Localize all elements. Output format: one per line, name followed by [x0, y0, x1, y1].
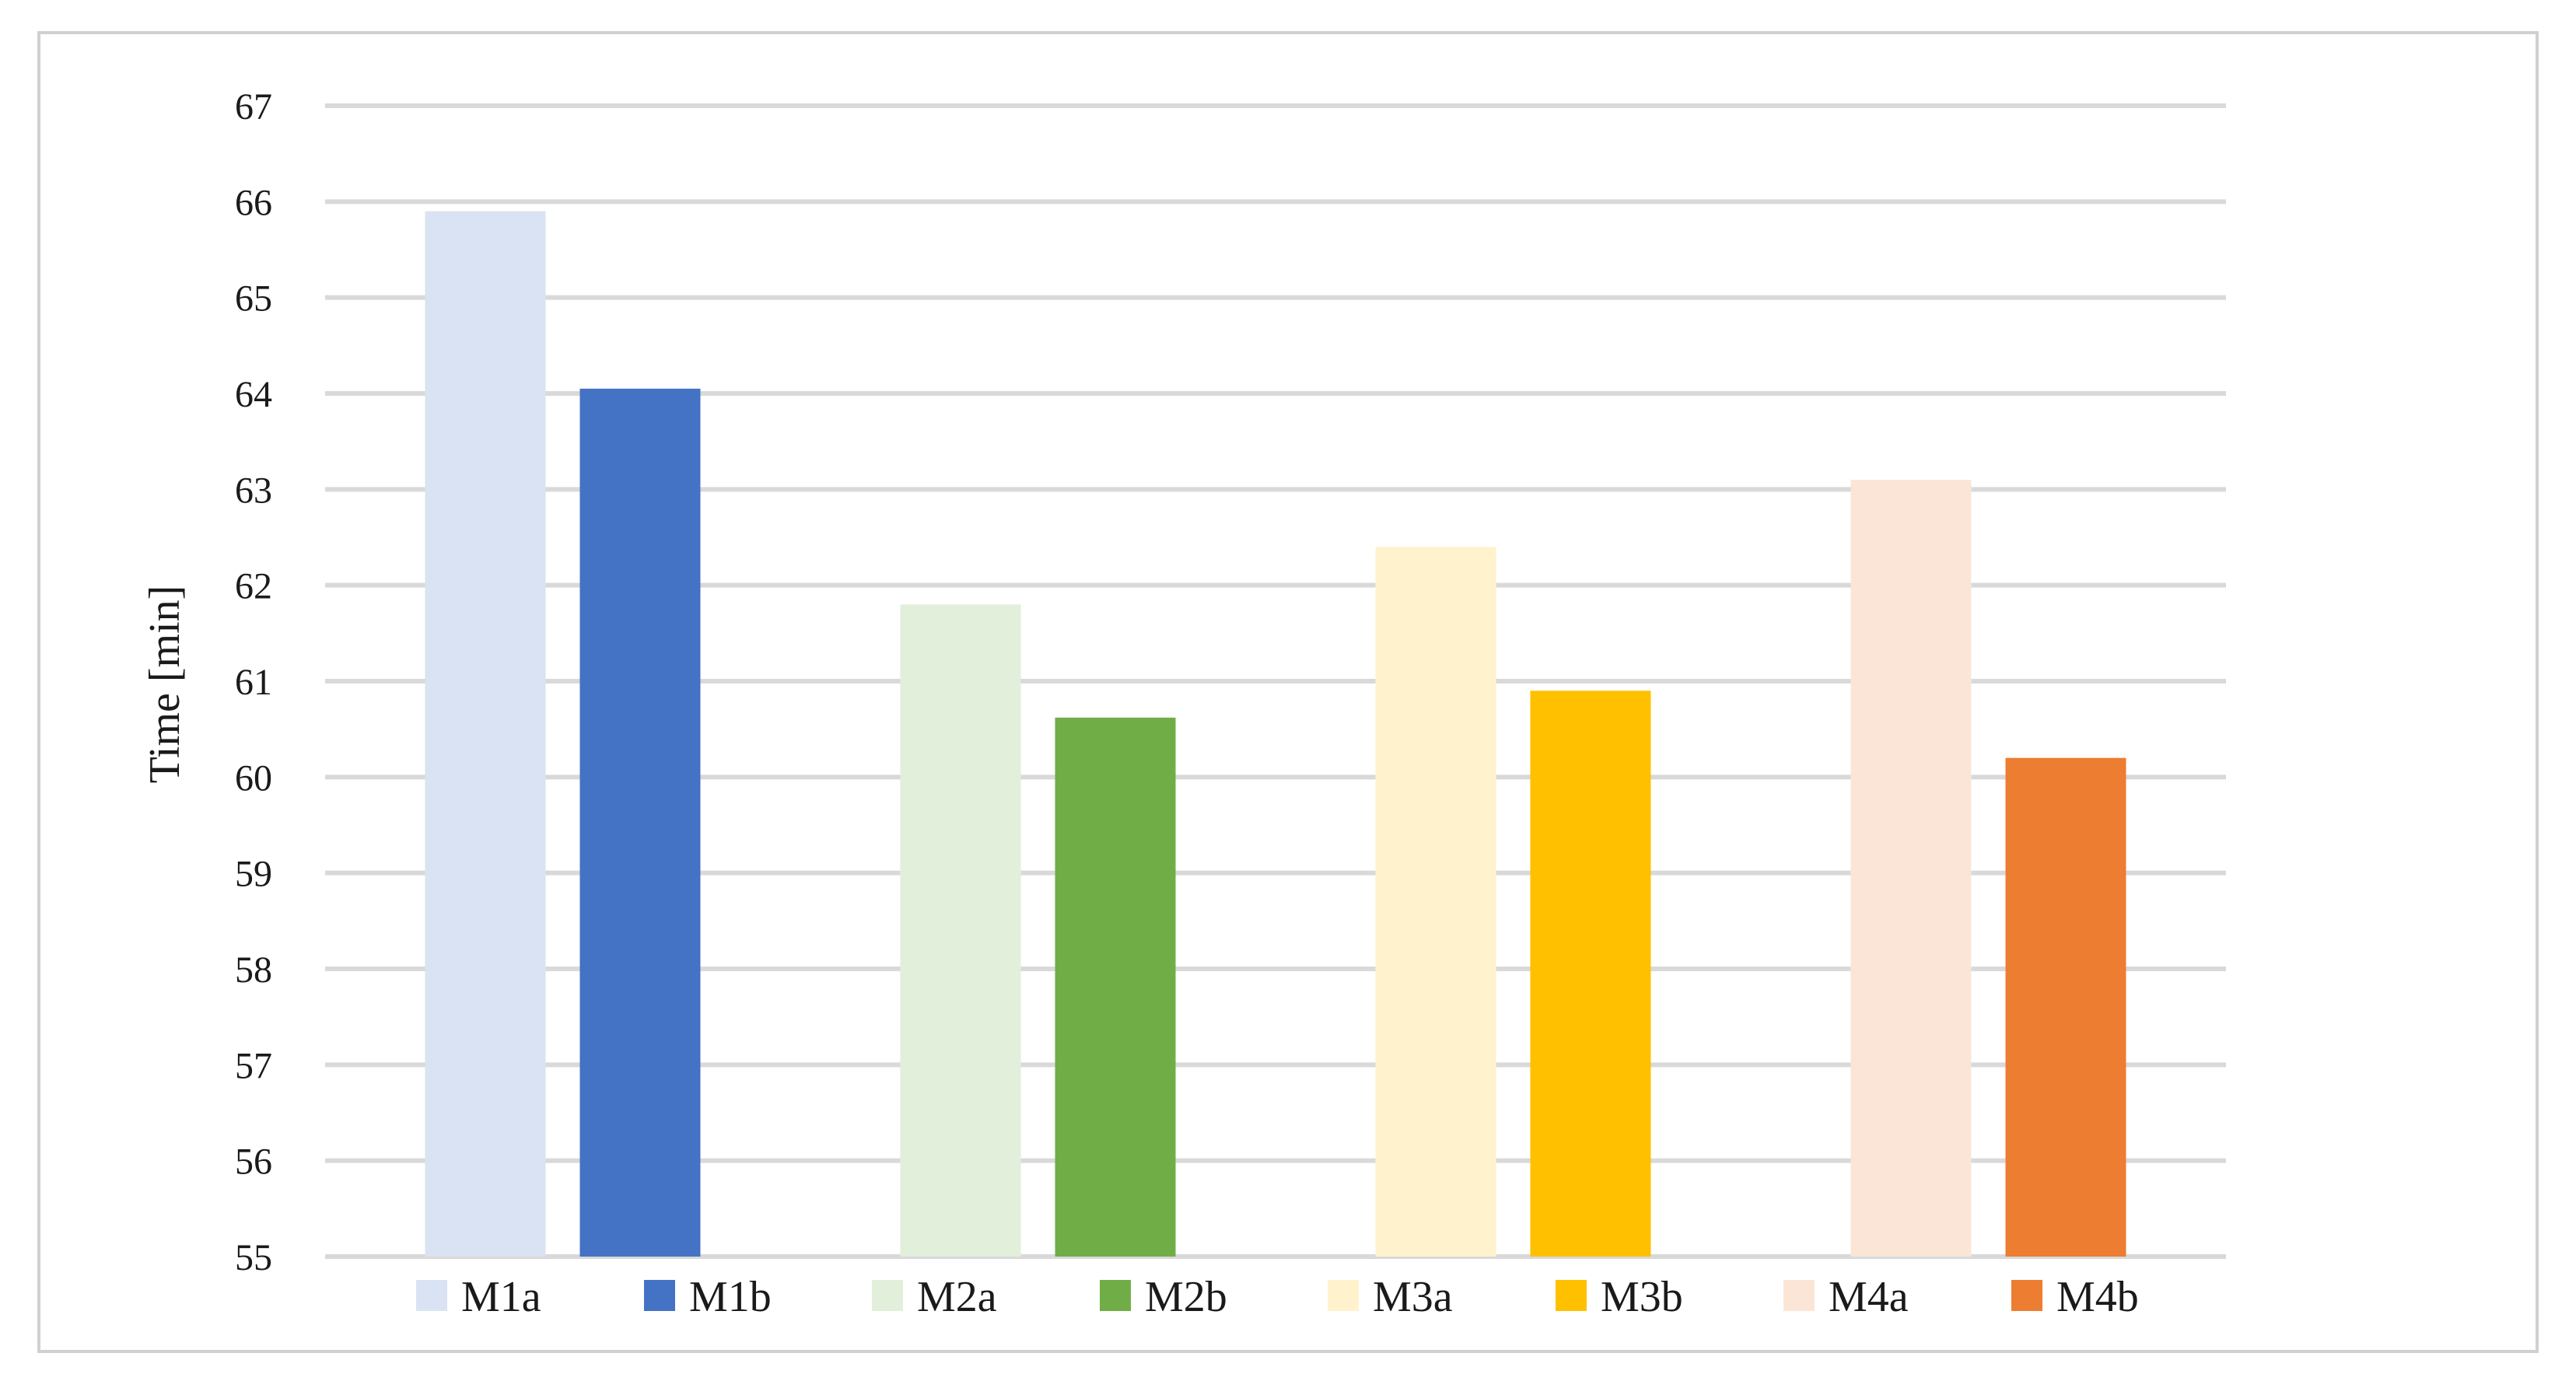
legend-swatch-m3b: [1556, 1280, 1587, 1311]
legend-swatch-m2b: [1100, 1280, 1131, 1311]
legend-label-m2a: M2a: [917, 1273, 997, 1321]
y-tick-label: 66: [235, 182, 272, 223]
legend-label-m4b: M4b: [2056, 1273, 2139, 1321]
y-tick-label: 63: [235, 470, 272, 511]
bar-m3b: [1530, 691, 1651, 1257]
y-axis-title: Time [min]: [141, 586, 189, 784]
y-tick-label: 64: [235, 374, 272, 415]
legend-label-m1a: M1a: [461, 1273, 541, 1321]
bar-m3a: [1375, 547, 1496, 1257]
y-tick-label: 56: [235, 1142, 272, 1183]
legend-label-m2b: M2b: [1145, 1273, 1227, 1321]
legend-swatch-m1b: [644, 1280, 675, 1311]
bar-m2b: [1055, 717, 1176, 1257]
bar-m1a: [425, 211, 546, 1257]
y-axis-ticks: 55 56 57 58 59 60 61 62 63 64 65 66 67: [235, 86, 272, 1278]
bar-m2a: [900, 604, 1021, 1257]
y-tick-label: 59: [235, 854, 272, 895]
bar-m1b: [579, 388, 701, 1257]
bar-m4a: [1850, 480, 1972, 1257]
legend-label-m3a: M3a: [1373, 1273, 1453, 1321]
y-tick-label: 58: [235, 949, 272, 991]
legend: M1a M1b M2a M2b M3a M3b M4a M4b: [416, 1273, 2139, 1321]
y-tick-label: 67: [235, 86, 272, 128]
y-tick-label: 62: [235, 566, 272, 607]
bar-m4b: [2005, 757, 2126, 1257]
legend-label-m4a: M4a: [1829, 1273, 1909, 1321]
legend-swatch-m2a: [872, 1280, 903, 1311]
y-tick-label: 65: [235, 278, 272, 320]
legend-label-m1b: M1b: [689, 1273, 772, 1321]
y-tick-label: 55: [235, 1237, 272, 1278]
y-tick-label: 57: [235, 1045, 272, 1086]
legend-swatch-m3a: [1328, 1280, 1359, 1311]
bars: [425, 211, 2126, 1257]
legend-swatch-m4a: [1783, 1280, 1815, 1311]
legend-label-m3b: M3b: [1601, 1273, 1683, 1321]
legend-swatch-m4b: [2011, 1280, 2042, 1311]
y-tick-label: 60: [235, 757, 272, 799]
y-tick-label: 61: [235, 662, 272, 703]
legend-swatch-m1a: [416, 1280, 447, 1311]
